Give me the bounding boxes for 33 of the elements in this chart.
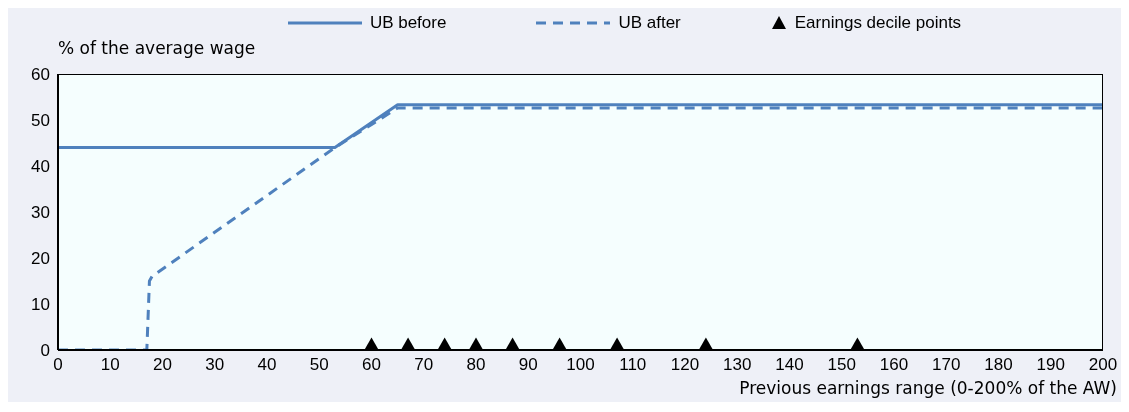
x-tick-label: 20 xyxy=(153,355,172,375)
x-tick-label: 80 xyxy=(466,355,486,375)
x-tick-label: 200 xyxy=(1088,355,1118,375)
x-tick-label: 90 xyxy=(518,355,538,375)
x-tick-label: 110 xyxy=(619,355,647,375)
x-tick-label: 120 xyxy=(670,355,700,375)
x-tick-label: 50 xyxy=(309,355,329,375)
x-tick-label: 30 xyxy=(205,355,225,375)
y-tick-label: 0 xyxy=(40,341,50,361)
x-tick-label: 130 xyxy=(723,355,752,375)
y-axis-title: % of the average wage xyxy=(57,38,257,60)
x-tick-label: 150 xyxy=(827,355,856,375)
x-tick-label: 190 xyxy=(1036,355,1065,375)
x-tick-label: 170 xyxy=(932,355,961,375)
legend-label: Earnings decile points xyxy=(794,13,962,33)
x-axis-title: Previous earnings range (0-200% of the AW) xyxy=(738,378,1118,400)
y-tick-label: 30 xyxy=(31,203,50,223)
legend-label: UB after xyxy=(618,13,681,33)
y-tick-label: 50 xyxy=(31,111,50,131)
y-tick-label: 20 xyxy=(31,249,50,269)
x-tick-label: 40 xyxy=(257,355,277,375)
x-tick-label: 160 xyxy=(879,355,909,375)
y-tick-label: 60 xyxy=(31,65,50,85)
x-tick-label: 180 xyxy=(984,355,1013,375)
x-tick-label: 70 xyxy=(414,355,434,375)
x-tick-label: 10 xyxy=(100,355,120,375)
y-tick-label: 10 xyxy=(31,295,50,315)
y-tick-label: 40 xyxy=(31,157,50,177)
x-tick-label: 60 xyxy=(362,355,381,375)
legend-label: UB before xyxy=(369,13,447,33)
x-tick-label: 140 xyxy=(775,355,804,375)
x-tick-label: 100 xyxy=(566,355,595,375)
x-tick-label: 0 xyxy=(53,355,63,375)
